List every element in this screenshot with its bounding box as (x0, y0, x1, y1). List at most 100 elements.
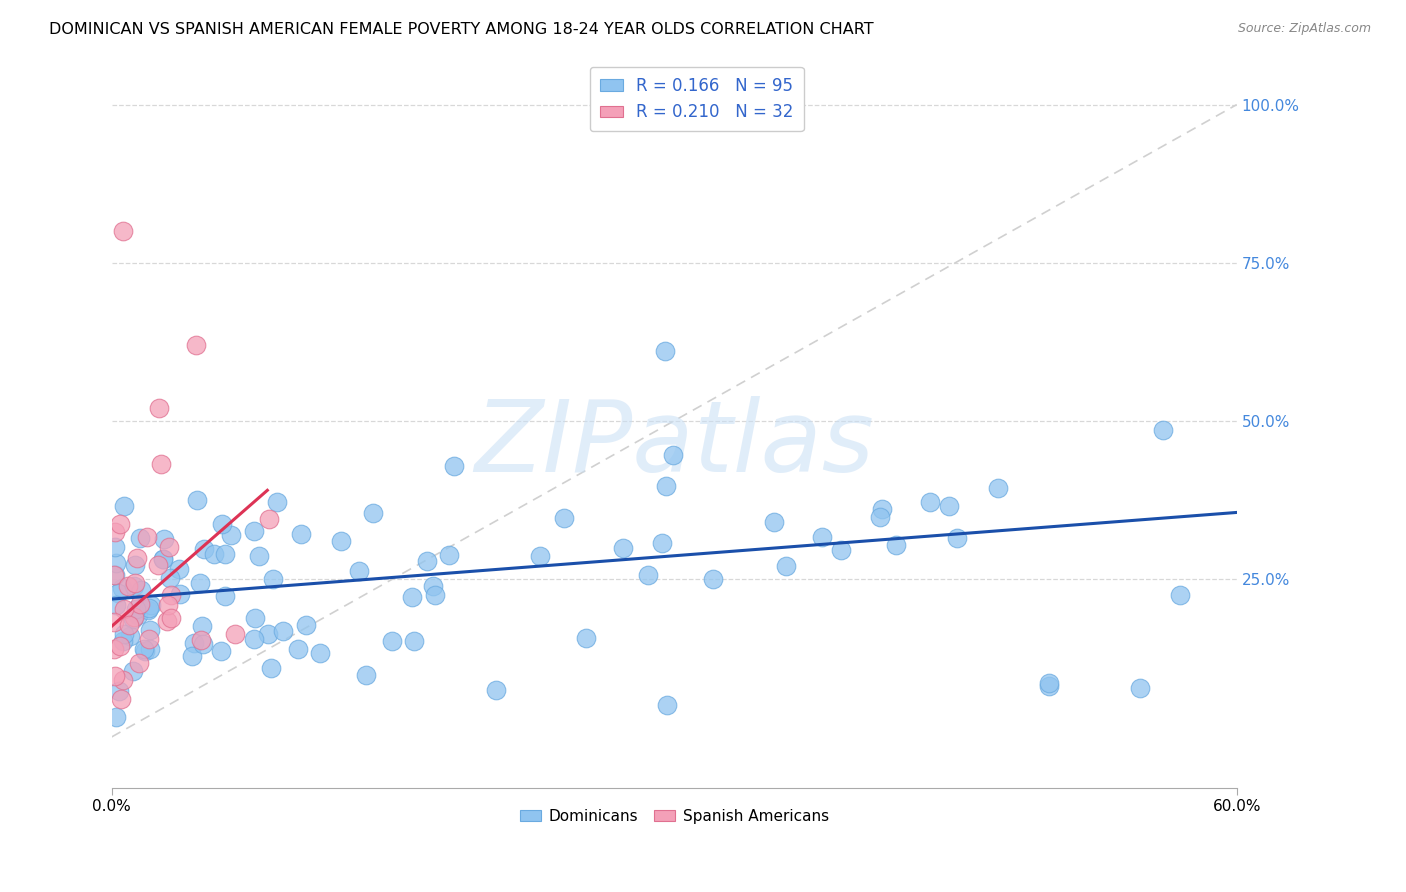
Spanish Americans (157, 598, 180, 612)
Dominicans (651, 536, 673, 550)
Dominicans (1168, 588, 1191, 602)
Dominicans (654, 344, 676, 359)
Dominicans (655, 698, 678, 713)
Dominicans (124, 558, 146, 572)
Dominicans (354, 668, 377, 682)
Dominicans (529, 549, 551, 563)
Spanish Americans (128, 656, 150, 670)
Dominicans (422, 579, 444, 593)
Dominicans (702, 572, 724, 586)
Dominicans (987, 481, 1010, 495)
Spanish Americans (124, 609, 146, 624)
Dominicans (193, 541, 215, 556)
Spanish Americans (124, 575, 146, 590)
Dominicans (105, 710, 128, 724)
Spanish Americans (110, 692, 132, 706)
Dominicans (870, 501, 893, 516)
Dominicans (662, 448, 685, 462)
Dominicans (1152, 423, 1174, 437)
Dominicans (167, 562, 190, 576)
Dominicans (938, 499, 960, 513)
Dominicans (294, 617, 316, 632)
Dominicans (104, 568, 127, 582)
Dominicans (242, 632, 264, 646)
Dominicans (134, 644, 156, 658)
Dominicans (637, 568, 659, 582)
Spanish Americans (117, 579, 139, 593)
Spanish Americans (112, 673, 135, 687)
Spanish Americans (104, 669, 127, 683)
Dominicans (152, 551, 174, 566)
Dominicans (112, 499, 135, 513)
Dominicans (118, 629, 141, 643)
Dominicans (401, 590, 423, 604)
Dominicans (139, 624, 162, 638)
Spanish Americans (125, 551, 148, 566)
Dominicans (111, 633, 134, 648)
Dominicans (211, 517, 233, 532)
Dominicans (361, 506, 384, 520)
Dominicans (112, 626, 135, 640)
Dominicans (191, 619, 214, 633)
Spanish Americans (150, 458, 173, 472)
Spanish Americans (108, 639, 131, 653)
Dominicans (425, 588, 447, 602)
Dominicans (404, 634, 426, 648)
Dominicans (139, 641, 162, 656)
Spanish Americans (148, 401, 170, 416)
Spanish Americans (112, 602, 135, 616)
Spanish Americans (138, 632, 160, 647)
Spanish Americans (190, 632, 212, 647)
Dominicans (124, 579, 146, 593)
Dominicans (1129, 681, 1152, 695)
Dominicans (416, 554, 439, 568)
Dominicans (136, 603, 159, 617)
Spanish Americans (103, 567, 125, 582)
Spanish Americans (224, 626, 246, 640)
Dominicans (159, 571, 181, 585)
Spanish Americans (103, 615, 125, 629)
Text: Source: ZipAtlas.com: Source: ZipAtlas.com (1237, 22, 1371, 36)
Dominicans (181, 649, 204, 664)
Dominicans (1038, 679, 1060, 693)
Dominicans (553, 510, 575, 524)
Dominicans (484, 683, 506, 698)
Spanish Americans (259, 512, 281, 526)
Text: ZIPatlas: ZIPatlas (474, 396, 875, 493)
Dominicans (811, 530, 834, 544)
Dominicans (266, 495, 288, 509)
Dominicans (169, 587, 191, 601)
Dominicans (262, 572, 284, 586)
Dominicans (830, 543, 852, 558)
Dominicans (243, 524, 266, 538)
Dominicans (105, 557, 128, 571)
Dominicans (655, 479, 678, 493)
Dominicans (191, 637, 214, 651)
Dominicans (249, 549, 271, 564)
Dominicans (104, 540, 127, 554)
Dominicans (188, 575, 211, 590)
Dominicans (152, 552, 174, 566)
Dominicans (104, 598, 127, 612)
Dominicans (884, 538, 907, 552)
Spanish Americans (104, 524, 127, 539)
Dominicans (271, 624, 294, 638)
Dominicans (138, 601, 160, 615)
Spanish Americans (108, 517, 131, 532)
Dominicans (129, 532, 152, 546)
Spanish Americans (184, 338, 207, 352)
Spanish Americans (156, 615, 179, 629)
Dominicans (107, 586, 129, 600)
Dominicans (152, 532, 174, 546)
Dominicans (127, 607, 149, 622)
Dominicans (330, 533, 353, 548)
Spanish Americans (111, 224, 134, 238)
Dominicans (186, 492, 208, 507)
Dominicans (202, 547, 225, 561)
Legend: Dominicans, Spanish Americans: Dominicans, Spanish Americans (513, 803, 835, 830)
Dominicans (219, 528, 242, 542)
Dominicans (209, 643, 232, 657)
Spanish Americans (160, 611, 183, 625)
Dominicans (214, 589, 236, 603)
Dominicans (308, 646, 330, 660)
